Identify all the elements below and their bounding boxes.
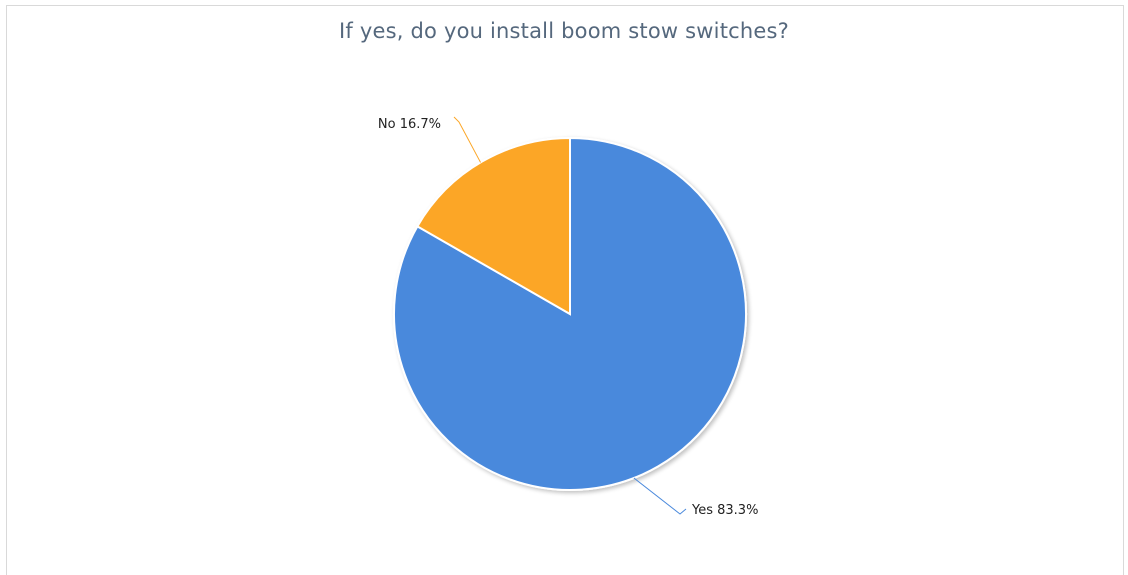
chart-title: If yes, do you install boom stow switche… <box>338 19 790 43</box>
leader-line-yes <box>633 477 687 515</box>
pie-slices <box>393 136 747 491</box>
pie-labels: Yes 83.3% No 16.7% <box>378 116 758 518</box>
pie-slice-no[interactable] <box>416 136 571 316</box>
data-label-no: No 16.7% <box>378 117 441 132</box>
leader-line-no <box>453 116 481 163</box>
data-label-yes: Yes 83.3% <box>691 503 758 518</box>
